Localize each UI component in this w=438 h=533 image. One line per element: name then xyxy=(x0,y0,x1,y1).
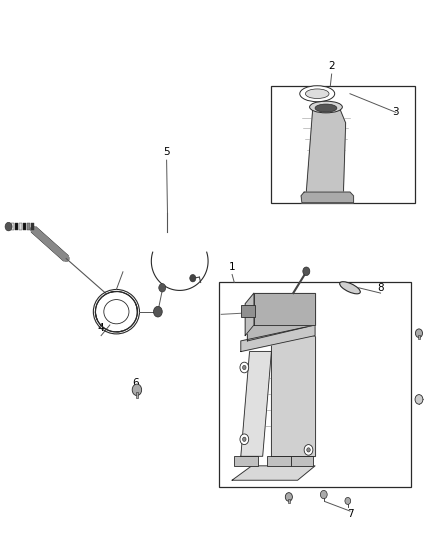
Polygon shape xyxy=(232,466,315,480)
Polygon shape xyxy=(254,293,315,325)
Text: 2: 2 xyxy=(328,61,335,71)
Circle shape xyxy=(345,497,351,504)
Text: 8: 8 xyxy=(377,283,384,293)
Ellipse shape xyxy=(305,89,329,99)
Bar xyxy=(291,456,313,466)
Text: 5: 5 xyxy=(163,147,170,157)
Circle shape xyxy=(304,445,313,455)
Circle shape xyxy=(240,362,249,373)
Circle shape xyxy=(415,394,423,404)
Circle shape xyxy=(243,437,246,441)
Circle shape xyxy=(153,306,162,317)
Bar xyxy=(19,223,22,230)
Bar xyxy=(219,282,411,487)
Bar xyxy=(418,335,420,340)
Bar xyxy=(288,499,290,503)
Bar xyxy=(234,456,258,466)
Text: 3: 3 xyxy=(392,107,399,117)
Circle shape xyxy=(307,448,310,452)
Circle shape xyxy=(303,267,310,276)
Circle shape xyxy=(320,490,327,499)
Circle shape xyxy=(243,366,246,369)
Polygon shape xyxy=(247,298,315,341)
Polygon shape xyxy=(241,325,315,352)
Bar xyxy=(27,223,30,230)
Polygon shape xyxy=(241,352,272,456)
Circle shape xyxy=(5,222,12,231)
Text: 7: 7 xyxy=(346,508,353,519)
Polygon shape xyxy=(306,107,346,200)
Bar xyxy=(136,392,138,398)
Bar xyxy=(267,456,291,466)
Bar xyxy=(11,223,14,230)
Bar xyxy=(7,223,11,230)
Text: 1: 1 xyxy=(229,262,235,271)
Circle shape xyxy=(285,492,293,501)
Circle shape xyxy=(132,384,141,395)
Bar xyxy=(272,86,416,203)
Bar xyxy=(23,223,26,230)
Circle shape xyxy=(415,329,423,337)
Bar xyxy=(241,305,255,317)
Ellipse shape xyxy=(310,101,343,113)
Ellipse shape xyxy=(300,86,335,102)
Text: 6: 6 xyxy=(133,378,139,389)
Polygon shape xyxy=(272,336,315,456)
Circle shape xyxy=(190,274,196,282)
Polygon shape xyxy=(301,192,353,203)
Ellipse shape xyxy=(315,104,337,112)
Circle shape xyxy=(159,284,166,292)
Circle shape xyxy=(240,434,249,445)
Polygon shape xyxy=(245,293,254,336)
Bar xyxy=(15,223,18,230)
Text: 4: 4 xyxy=(98,322,104,333)
Bar xyxy=(31,223,34,230)
Ellipse shape xyxy=(339,282,360,294)
